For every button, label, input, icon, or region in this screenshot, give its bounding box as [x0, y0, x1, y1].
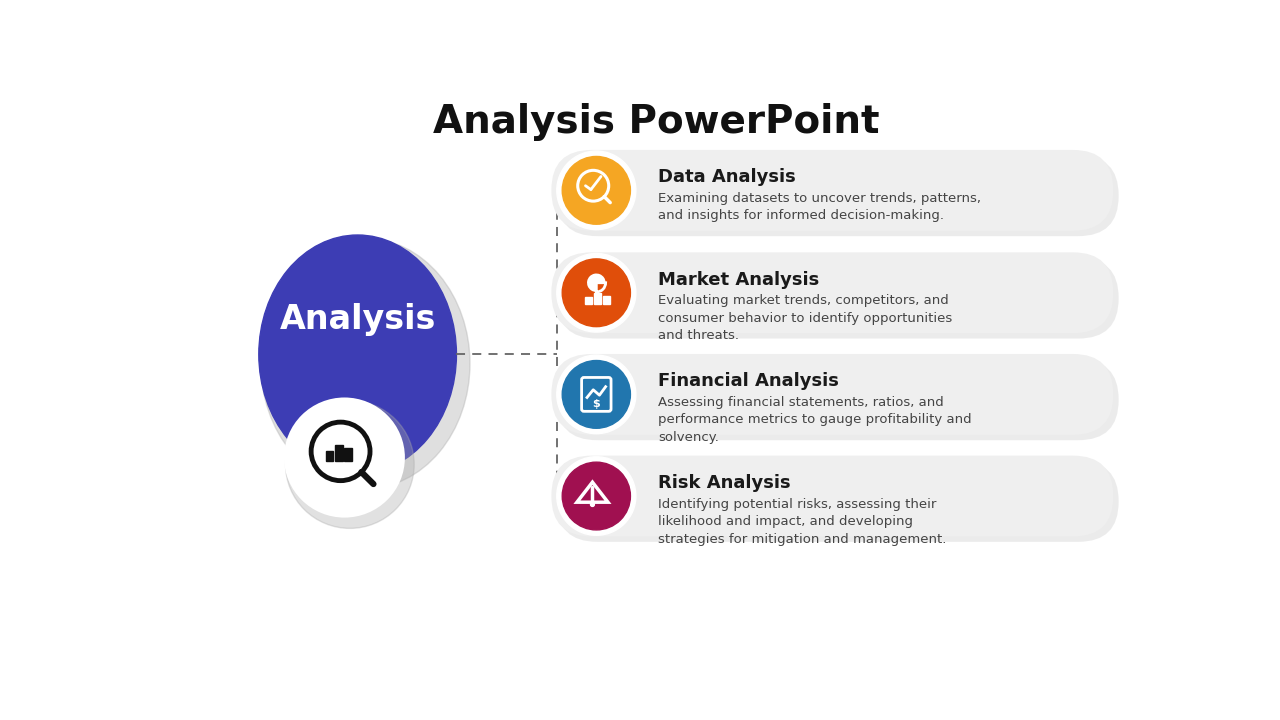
- FancyBboxPatch shape: [557, 359, 1119, 440]
- Circle shape: [562, 259, 631, 327]
- Text: Market Analysis: Market Analysis: [658, 271, 819, 289]
- Circle shape: [557, 355, 636, 433]
- Bar: [594, 293, 602, 304]
- Bar: [344, 449, 352, 461]
- Wedge shape: [588, 274, 605, 292]
- Bar: [335, 445, 343, 461]
- Text: Risk Analysis: Risk Analysis: [658, 474, 791, 492]
- Text: Assessing financial statements, ratios, and
performance metrics to gauge profita: Assessing financial statements, ratios, …: [658, 396, 972, 444]
- Circle shape: [284, 397, 404, 518]
- Bar: [585, 297, 591, 304]
- FancyBboxPatch shape: [552, 150, 1114, 231]
- Text: Examining datasets to uncover trends, patterns,
and insights for informed decisi: Examining datasets to uncover trends, pa…: [658, 192, 982, 222]
- Bar: [603, 296, 611, 304]
- Circle shape: [285, 400, 415, 528]
- Text: $: $: [593, 399, 600, 409]
- Ellipse shape: [261, 238, 470, 489]
- Text: Data Analysis: Data Analysis: [658, 168, 796, 186]
- Text: Analysis PowerPoint: Analysis PowerPoint: [433, 104, 879, 141]
- FancyBboxPatch shape: [557, 156, 1119, 236]
- Text: Financial Analysis: Financial Analysis: [658, 372, 840, 390]
- Ellipse shape: [259, 235, 457, 474]
- Text: Evaluating market trends, competitors, and
consumer behavior to identify opportu: Evaluating market trends, competitors, a…: [658, 294, 952, 342]
- Circle shape: [590, 503, 594, 506]
- Circle shape: [562, 462, 631, 530]
- FancyBboxPatch shape: [552, 354, 1114, 435]
- FancyBboxPatch shape: [557, 258, 1119, 338]
- FancyBboxPatch shape: [552, 456, 1114, 536]
- Circle shape: [557, 456, 636, 535]
- Text: Analysis: Analysis: [279, 303, 435, 336]
- Text: Identifying potential risks, assessing their
likelihood and impact, and developi: Identifying potential risks, assessing t…: [658, 498, 947, 546]
- FancyBboxPatch shape: [557, 461, 1119, 542]
- Circle shape: [562, 156, 631, 224]
- Bar: [326, 451, 333, 461]
- Circle shape: [562, 361, 631, 428]
- Circle shape: [557, 253, 636, 332]
- Circle shape: [557, 151, 636, 230]
- FancyBboxPatch shape: [552, 252, 1114, 333]
